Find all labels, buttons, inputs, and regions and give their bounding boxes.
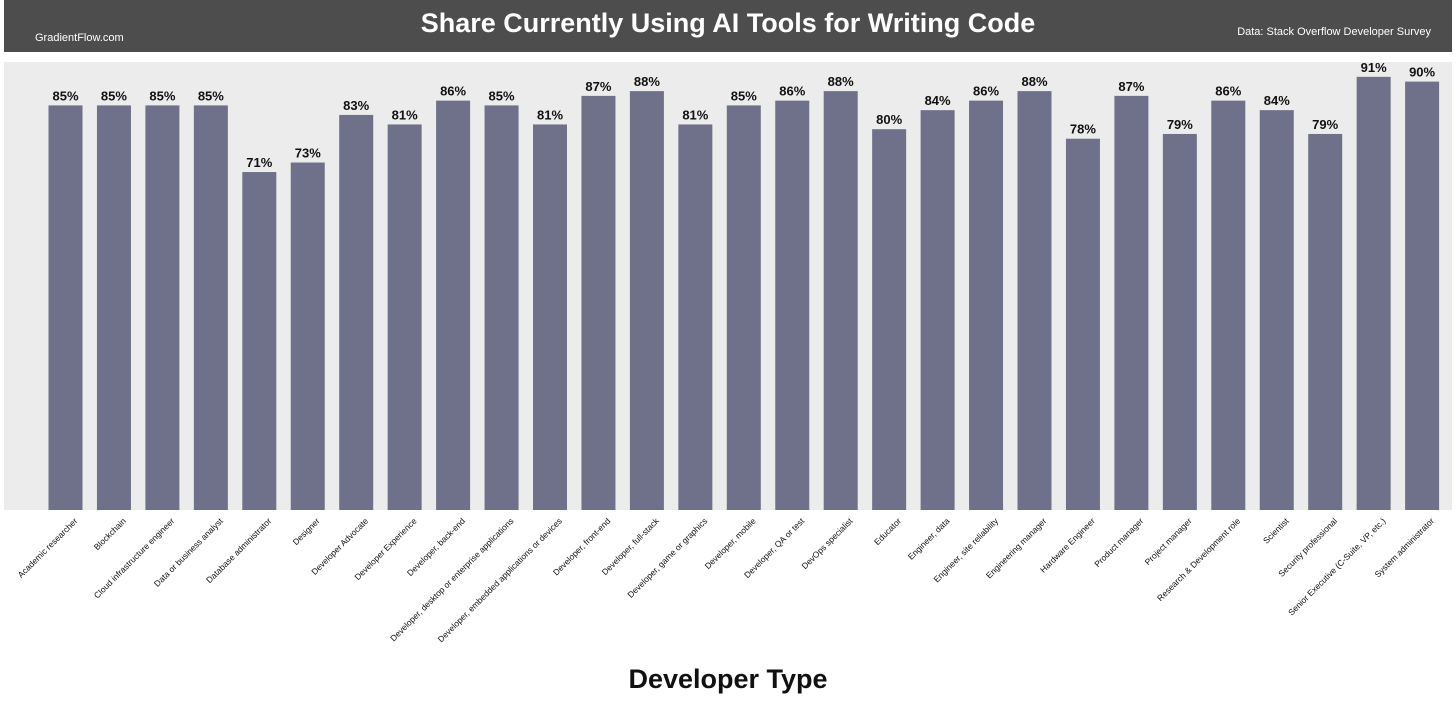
bar-scientist xyxy=(1259,110,1294,510)
tick-label-product-manager: Product manager xyxy=(1092,516,1145,569)
bar-developer-advocate xyxy=(339,114,374,511)
data-label-developer-advocate: 83% xyxy=(343,98,369,113)
data-label-developer-qa-or-test: 86% xyxy=(779,84,805,99)
data-label-developer-game-or-graphics: 81% xyxy=(682,107,708,122)
bar-developer-desktop-or-enterprise-applications xyxy=(484,105,519,511)
bar-research-development-role xyxy=(1211,100,1246,510)
tick-label-devops-specialist: DevOps specialist xyxy=(799,515,855,571)
tick-label-designer: Designer xyxy=(291,516,322,547)
data-label-devops-specialist: 88% xyxy=(828,74,854,89)
data-label-developer-full-stack: 88% xyxy=(634,74,660,89)
bar-engineering-manager xyxy=(1017,91,1052,511)
bar-devops-specialist xyxy=(823,91,858,511)
data-label-scientist: 84% xyxy=(1264,93,1290,108)
data-label-engineering-manager: 88% xyxy=(1021,74,1047,89)
tick-label-blockchain: Blockchain xyxy=(92,516,128,552)
tick-label-developer-mobile: Developer, mobile xyxy=(703,516,758,571)
bar-developer-qa-or-test xyxy=(775,100,810,510)
data-label-engineer-data: 84% xyxy=(925,93,951,108)
data-label-developer-desktop-or-enterprise-applications: 85% xyxy=(489,88,515,103)
bar-senior-executive-c-suite-vp-etc xyxy=(1356,76,1391,510)
data-label-developer-back-end: 86% xyxy=(440,84,466,99)
bar-security-professional xyxy=(1308,133,1343,510)
bar-system-administrator xyxy=(1405,81,1440,510)
chart-title: Share Currently Using AI Tools for Writi… xyxy=(420,8,1036,38)
bar-developer-mobile xyxy=(726,105,761,511)
source-note: Data: Stack Overflow Developer Survey xyxy=(1237,26,1431,38)
data-label-project-manager: 79% xyxy=(1167,117,1193,132)
data-label-senior-executive-c-suite-vp-etc: 91% xyxy=(1361,60,1387,75)
tick-label-project-manager: Project manager xyxy=(1143,516,1194,567)
bar-developer-full-stack xyxy=(629,91,664,511)
bar-hardware-engineer xyxy=(1065,138,1100,510)
data-label-developer-experience: 81% xyxy=(392,107,418,122)
bar-data-or-business-analyst xyxy=(193,105,228,511)
brand-label: GradientFlow.com xyxy=(35,32,124,44)
data-label-database-administrator: 71% xyxy=(246,155,272,170)
data-label-cloud-infrastructure-engineer: 85% xyxy=(149,88,175,103)
data-label-educator: 80% xyxy=(876,112,902,127)
data-label-system-administrator: 90% xyxy=(1409,65,1435,80)
data-label-data-or-business-analyst: 85% xyxy=(198,88,224,103)
bar-developer-embedded-applications-or-devices xyxy=(533,124,567,510)
tick-label-academic-researcher: Academic researcher xyxy=(16,516,80,580)
chart-header: Share Currently Using AI Tools for Writi… xyxy=(4,0,1452,52)
bar-engineer-data xyxy=(920,110,955,510)
tick-label-cloud-infrastructure-engineer: Cloud infrastructure engineer xyxy=(92,516,177,601)
bar-academic-researcher xyxy=(48,105,83,511)
data-label-developer-embedded-applications-or-devices: 81% xyxy=(537,107,563,122)
tick-label-hardware-engineer: Hardware Engineer xyxy=(1038,516,1097,575)
tick-label-educator: Educator xyxy=(872,516,903,547)
bar-educator xyxy=(872,129,907,510)
x-axis-title: Developer Type xyxy=(628,664,828,694)
bar-engineer-site-reliability xyxy=(969,100,1004,510)
data-label-security-professional: 79% xyxy=(1312,117,1338,132)
data-label-developer-mobile: 85% xyxy=(731,88,757,103)
bar-blockchain xyxy=(96,105,131,511)
data-label-product-manager: 87% xyxy=(1118,79,1144,94)
bar-developer-back-end xyxy=(436,100,471,510)
bar-developer-experience xyxy=(387,124,422,510)
tick-label-senior-executive-c-suite-vp-etc: Senior Executive (C-Suite, VP, etc.) xyxy=(1286,516,1388,618)
bar-developer-front-end xyxy=(581,95,616,510)
bar-database-administrator xyxy=(242,172,277,511)
data-label-research-development-role: 86% xyxy=(1215,84,1241,99)
bar-designer xyxy=(290,162,325,510)
data-label-developer-front-end: 87% xyxy=(585,79,611,94)
data-label-hardware-engineer: 78% xyxy=(1070,122,1096,137)
data-label-academic-researcher: 85% xyxy=(52,88,78,103)
data-label-blockchain: 85% xyxy=(101,88,127,103)
bar-cloud-infrastructure-engineer xyxy=(145,105,180,511)
data-label-engineer-site-reliability: 86% xyxy=(973,84,999,99)
bar-developer-game-or-graphics xyxy=(678,124,713,510)
bar-project-manager xyxy=(1162,133,1197,510)
bar-product-manager xyxy=(1114,95,1149,510)
data-label-designer: 73% xyxy=(295,146,321,161)
tick-label-engineer-data: Engineer, data xyxy=(906,516,952,562)
tick-label-research-development-role: Research & Development role xyxy=(1155,516,1242,603)
tick-label-developer-game-or-graphics: Developer, game or graphics xyxy=(625,516,709,600)
tick-label-scientist: Scientist xyxy=(1261,515,1291,545)
